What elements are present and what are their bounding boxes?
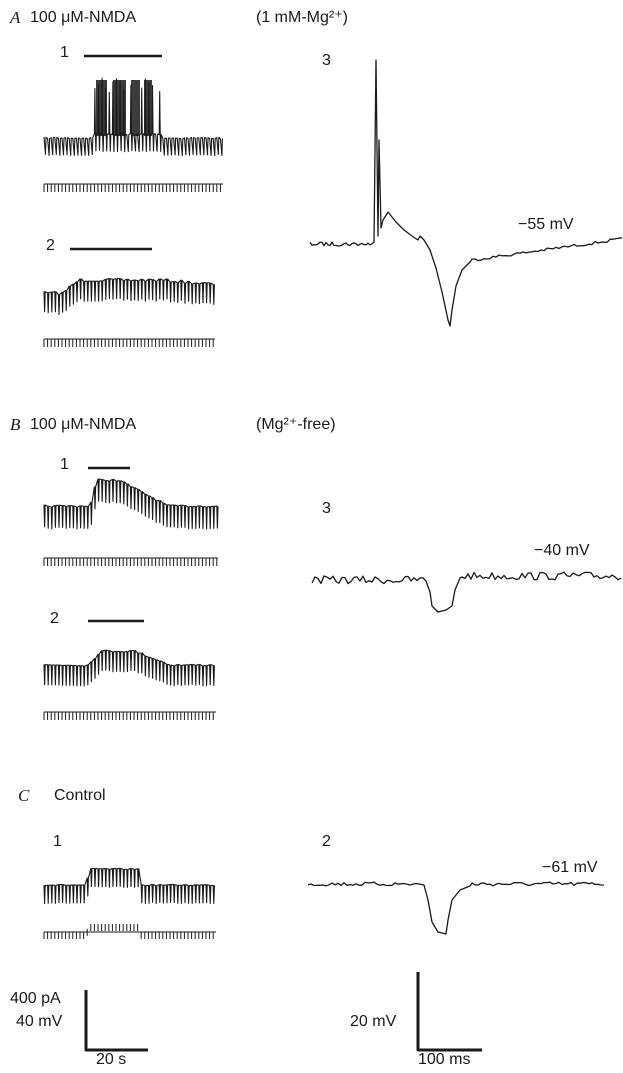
panel-b-trace2-voltage xyxy=(43,649,215,687)
panel-c-trace1-number: 1 xyxy=(53,833,62,850)
panel-a-trace3-response xyxy=(309,59,623,327)
panel-a-trace2-voltage xyxy=(43,277,215,316)
panel-a-trace2-number: 2 xyxy=(46,237,55,254)
panel-b-drug-label: 100 μM-NMDA xyxy=(30,416,137,433)
panel-c-trace2-number: 2 xyxy=(322,833,331,850)
panel-b-letter: B xyxy=(10,415,21,434)
scale-left-voltage-label: 40 mV xyxy=(16,1013,63,1030)
panel-a-spike-burst-1 xyxy=(96,80,107,136)
panel-c-trace2-response xyxy=(307,881,605,935)
panel-b-condition: (Mg²⁺-free) xyxy=(256,416,336,433)
panel-a-spike-burst-2 xyxy=(113,80,126,136)
panel-a-spike-burst-3 xyxy=(131,80,140,136)
panel-b-trace1-voltage xyxy=(43,478,219,530)
scale-right-voltage-label: 20 mV xyxy=(350,1013,397,1030)
panel-c-letter: C xyxy=(18,786,30,805)
panel-c-potential: −61 mV xyxy=(542,859,598,876)
panel-b-trace2-number: 2 xyxy=(50,610,59,627)
panel-b-trace2-current xyxy=(43,711,216,720)
panel-a-condition: (1 mM-Mg²⁺) xyxy=(256,9,348,26)
panel-a-potential: −55 mV xyxy=(518,216,574,233)
panel-c-trace1-current xyxy=(43,924,216,939)
panel-b-trace3-number: 3 xyxy=(322,500,331,517)
panel-a-trace1-number: 1 xyxy=(60,44,69,61)
panel-a-trace3-number: 3 xyxy=(322,52,331,69)
panel-b-potential: −40 mV xyxy=(534,542,590,559)
scale-left-time-label: 20 s xyxy=(96,1051,127,1068)
scale-right-time-label: 100 ms xyxy=(418,1051,471,1068)
panel-a-spike-burst-4 xyxy=(144,80,152,136)
panel-c-trace1-voltage xyxy=(43,867,215,905)
panel-a-drug-label: 100 μM-NMDA xyxy=(30,9,137,26)
panel-a-trace1-current xyxy=(43,183,223,192)
panel-b-trace3-response xyxy=(311,571,622,613)
panel-c-drug-label: Control xyxy=(54,787,106,804)
scale-bar-right xyxy=(416,972,482,1052)
panel-b-trace1-number: 1 xyxy=(60,456,69,473)
scale-bar-left xyxy=(84,990,148,1052)
panel-a-letter: A xyxy=(10,8,21,27)
panel-b-trace1-current xyxy=(43,557,218,566)
panel-a-trace1-voltage xyxy=(43,77,223,157)
scale-left-current-label: 400 pA xyxy=(10,990,61,1007)
panel-a-trace2-current xyxy=(43,338,215,347)
